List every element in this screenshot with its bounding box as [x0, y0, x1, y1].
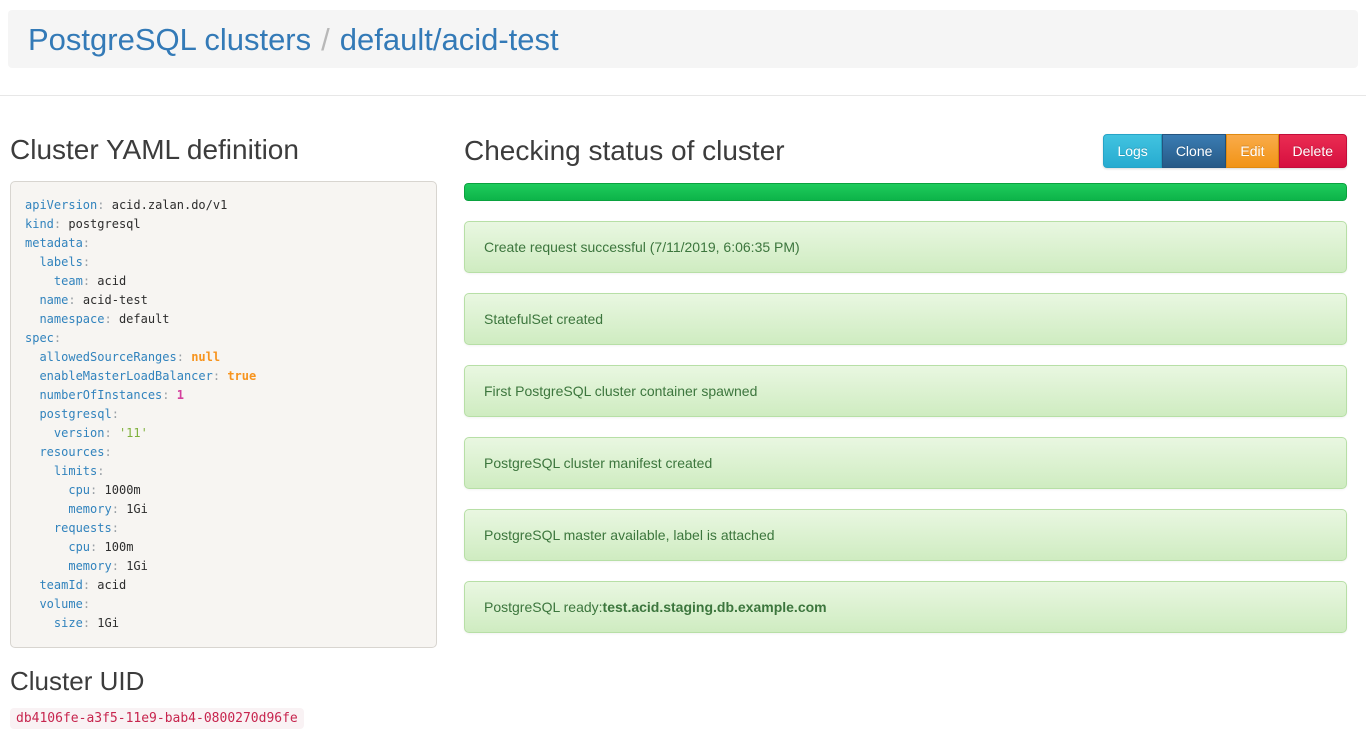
yaml-line: postgresql:: [39, 407, 119, 421]
yaml-line: cpu: 1000m: [68, 483, 141, 497]
yaml-line: spec:: [25, 331, 62, 345]
yaml-line: cpu: 100m: [68, 540, 134, 554]
yaml-section-title: Cluster YAML definition: [10, 134, 299, 165]
progress: [464, 183, 1347, 201]
yaml-line: team: acid: [53, 274, 127, 288]
yaml-line: requests:: [53, 521, 119, 535]
status-column: Checking status of cluster Logs Clone Edit…: [464, 96, 1347, 633]
progress-bar-fill: [464, 183, 1347, 201]
yaml-line: volume:: [39, 597, 91, 611]
yaml-line: limits:: [53, 464, 105, 478]
yaml-line: metadata:: [25, 236, 91, 250]
breadcrumb: PostgreSQL clusters / default/acid-test: [28, 24, 559, 55]
main-content: Cluster YAML definition apiVersion: acid…: [0, 96, 1366, 729]
yaml-line: labels:: [39, 255, 91, 269]
status-message: PostgreSQL master available, label is at…: [464, 509, 1347, 561]
yaml-line: apiVersion: acid.zalan.do/v1: [25, 198, 228, 212]
status-message-list: Create request successful (7/11/2019, 6:…: [464, 221, 1347, 633]
logs-button[interactable]: Logs: [1103, 134, 1162, 168]
breadcrumb-current-link[interactable]: default/acid-test: [339, 21, 559, 57]
clone-button[interactable]: Clone: [1161, 134, 1227, 168]
breadcrumb-separator: /: [321, 21, 330, 57]
yaml-line: teamId: acid: [39, 578, 127, 592]
uid-section-title: Cluster UID: [10, 666, 145, 696]
yaml-line: version: '11': [53, 426, 148, 440]
yaml-line: enableMasterLoadBalancer: true: [39, 369, 257, 383]
status-header: Checking status of cluster Logs Clone Edit…: [464, 134, 1347, 168]
edit-button[interactable]: Edit: [1226, 134, 1279, 168]
header-divider: [0, 95, 1366, 96]
yaml-line: name: acid-test: [39, 293, 148, 307]
status-message: First PostgreSQL cluster container spawn…: [464, 365, 1347, 417]
yaml-line: allowedSourceRanges: null: [39, 350, 221, 364]
page-header: PostgreSQL clusters / default/acid-test: [8, 10, 1358, 68]
yaml-line: numberOfInstances: 1: [39, 388, 184, 402]
cluster-uid-code: db4106fe-a3f5-11e9-bab4-0800270d96fe: [10, 708, 304, 729]
yaml-line: memory: 1Gi: [68, 502, 148, 516]
yaml-line: namespace: default: [39, 312, 170, 326]
status-message: Create request successful (7/11/2019, 6:…: [464, 221, 1347, 273]
yaml-line: kind: postgresql: [25, 217, 141, 231]
breadcrumb-root-link[interactable]: PostgreSQL clusters: [28, 21, 312, 57]
yaml-line: memory: 1Gi: [68, 559, 148, 573]
status-section-title: Checking status of cluster: [464, 135, 785, 166]
yaml-definition-panel: apiVersion: acid.zalan.do/v1 kind: postgr…: [10, 181, 437, 648]
action-button-group: Logs Clone Edit Delete: [1103, 134, 1347, 168]
status-message: StatefulSet created: [464, 293, 1347, 345]
status-message: PostgreSQL cluster manifest created: [464, 437, 1347, 489]
yaml-column: Cluster YAML definition apiVersion: acid…: [10, 96, 437, 729]
status-message: PostgreSQL ready: test.acid.staging.db.e…: [464, 581, 1347, 633]
delete-button[interactable]: Delete: [1278, 134, 1347, 168]
yaml-line: size: 1Gi: [53, 616, 119, 630]
yaml-line: resources:: [39, 445, 112, 459]
